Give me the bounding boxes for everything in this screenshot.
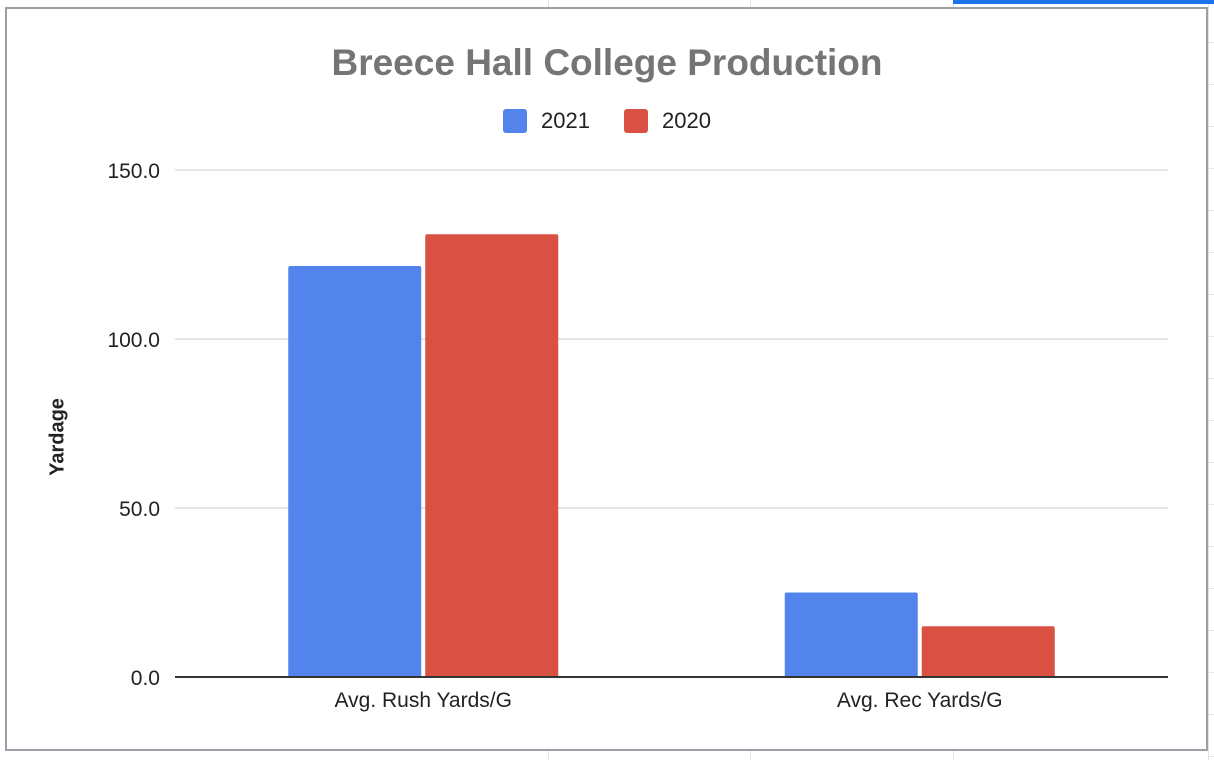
bar-2020 xyxy=(425,234,559,677)
legend-swatch-2021 xyxy=(503,109,528,133)
chart-title: Breece Hall College Production xyxy=(331,42,883,83)
legend-entry-2020[interactable]: 2020 xyxy=(624,108,711,134)
legend-label-2021: 2021 xyxy=(541,108,590,133)
legend-swatch-2020 xyxy=(624,109,648,133)
y-tick-label: 50.0 xyxy=(119,498,160,521)
y-tick-label: 100.0 xyxy=(107,329,160,352)
bar-2021 xyxy=(784,592,918,677)
selected-cell-border xyxy=(953,0,1214,4)
bar-2021 xyxy=(288,265,422,677)
chart-legend: 2021 2020 xyxy=(0,106,1214,136)
y-tick-label: 0.0 xyxy=(131,667,160,690)
legend-entry-2021[interactable]: 2021 xyxy=(503,108,590,134)
x-tick-label: Avg. Rec Yards/G xyxy=(837,689,1003,712)
bar-2020 xyxy=(921,626,1055,677)
y-tick-label: 150.0 xyxy=(107,160,160,183)
x-tick-label: Avg. Rush Yards/G xyxy=(335,689,512,712)
legend-label-2020: 2020 xyxy=(662,108,711,133)
